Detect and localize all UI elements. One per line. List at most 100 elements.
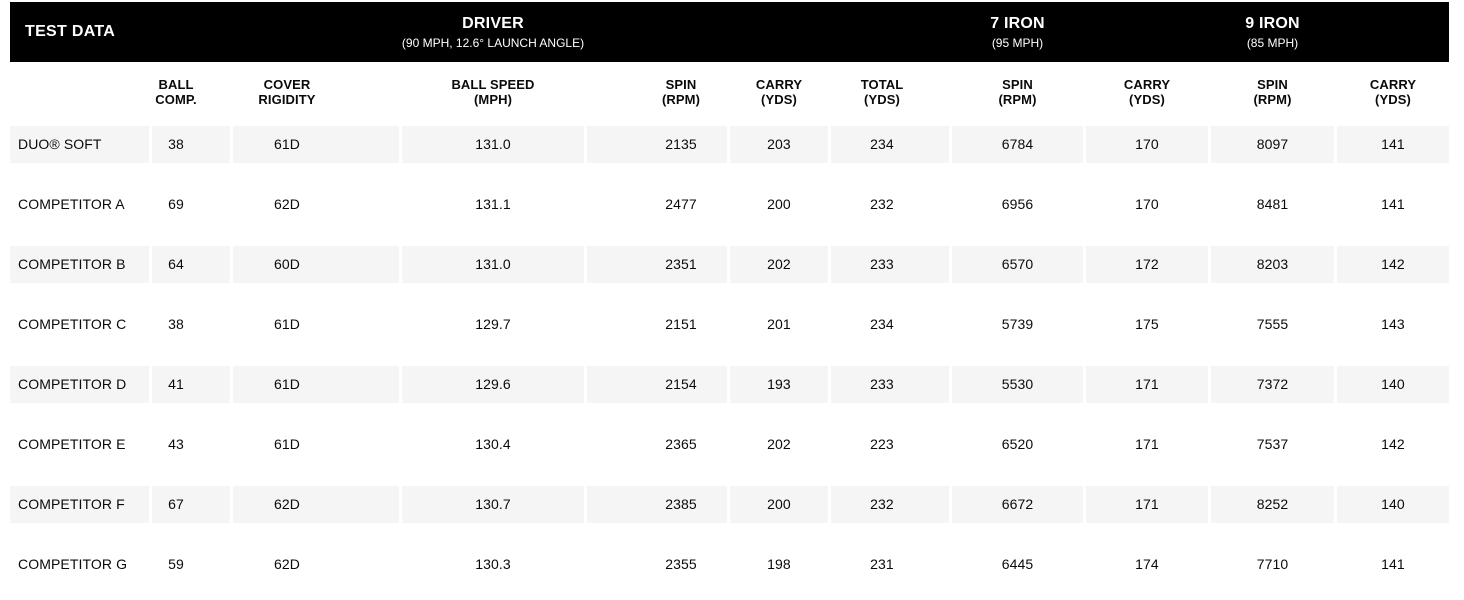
cell-9iron-carry: 142 xyxy=(1381,436,1405,452)
group-header-driver: DRIVER (90 MPH, 12.6° LAUNCH ANGLE) xyxy=(402,15,584,50)
column-header-cover-rigidity: COVER RIGIDITY xyxy=(258,77,316,107)
cell-ball-comp: 64 xyxy=(152,245,230,283)
cell-9iron-carry: 140 xyxy=(1337,485,1449,523)
cell-driver-carry: 202 xyxy=(730,245,828,283)
table-row: COMPETITOR B 64 60D 131.0 2351 202 233 6… xyxy=(10,234,1449,294)
table-row: COMPETITOR E 43 61D 130.4 2365 202 223 6… xyxy=(10,414,1449,474)
table-row: DUO® SOFT 38 61D 131.0 2135 203 234 6784… xyxy=(10,114,1449,174)
cell-cover-rigidity: 61D xyxy=(233,365,399,403)
table-row: COMPETITOR F 67 62D 130.7 2385 200 232 6… xyxy=(10,474,1449,534)
cell-7iron-spin: 6445 xyxy=(1001,556,1034,572)
row-name: COMPETITOR C xyxy=(18,316,127,332)
cell-7iron-carry: 174 xyxy=(1135,556,1159,572)
cell-7iron-carry: 171 xyxy=(1086,365,1208,403)
row-name: DUO® SOFT xyxy=(10,125,149,163)
cell-driver-carry: 202 xyxy=(767,436,791,452)
cell-ball-comp: 67 xyxy=(152,485,230,523)
group-9iron-label: 9 IRON xyxy=(1245,14,1300,32)
column-header-ball-comp: BALL COMP. xyxy=(155,77,197,107)
cell-driver-spin: 2365 xyxy=(665,436,697,452)
cell-driver-carry: 200 xyxy=(767,196,791,212)
cell-cover-rigidity: 62D xyxy=(274,196,300,212)
cell-ball-speed: 130.4 xyxy=(475,436,511,452)
cell-driver-total: 234 xyxy=(831,125,949,163)
group-header-7iron: 7 IRON (95 MPH) xyxy=(990,15,1045,50)
cell-ball-speed: 131.1 xyxy=(475,196,511,212)
cell-ball-comp: 69 xyxy=(168,196,184,212)
cell-ball-comp: 43 xyxy=(168,436,184,452)
column-header-driver-spin: SPIN (RPM) xyxy=(661,77,701,107)
cell-cover-rigidity: 62D xyxy=(233,485,399,523)
cell-ball-speed: 131.0 xyxy=(402,245,584,283)
cell-9iron-carry: 143 xyxy=(1381,316,1405,332)
cell-9iron-carry: 142 xyxy=(1337,245,1449,283)
cell-cover-rigidity: 61D xyxy=(233,125,399,163)
cell-9iron-carry: 141 xyxy=(1337,125,1449,163)
cell-7iron-spin: 6570 xyxy=(952,245,1083,283)
cell-7iron-carry: 170 xyxy=(1086,125,1208,163)
cell-9iron-spin: 8252 xyxy=(1211,485,1334,523)
cell-7iron-carry: 171 xyxy=(1086,485,1208,523)
cell-driver-carry: 200 xyxy=(730,485,828,523)
cell-9iron-spin: 8203 xyxy=(1211,245,1334,283)
cell-driver-total: 232 xyxy=(870,196,894,212)
cell-ball-speed: 131.0 xyxy=(402,125,584,163)
table-row: COMPETITOR A 69 62D 131.1 2477 200 232 6… xyxy=(10,174,1449,234)
cell-driver-carry: 193 xyxy=(730,365,828,403)
cell-9iron-spin: 7537 xyxy=(1256,436,1289,452)
cell-driver-total: 233 xyxy=(831,365,949,403)
cell-driver-spin: 2385 xyxy=(587,485,727,523)
cell-9iron-carry: 140 xyxy=(1337,365,1449,403)
cell-driver-spin: 2154 xyxy=(587,365,727,403)
cell-9iron-carry: 141 xyxy=(1381,556,1405,572)
cell-7iron-spin: 6956 xyxy=(1001,196,1034,212)
cell-cover-rigidity: 61D xyxy=(274,316,300,332)
column-header-9iron-spin: SPIN (RPM) xyxy=(1253,77,1292,107)
cell-driver-carry: 201 xyxy=(767,316,791,332)
cell-cover-rigidity: 62D xyxy=(274,556,300,572)
cell-ball-comp: 41 xyxy=(152,365,230,403)
cell-ball-comp: 38 xyxy=(168,316,184,332)
cell-driver-total: 231 xyxy=(870,556,894,572)
cell-9iron-spin: 8097 xyxy=(1211,125,1334,163)
cell-7iron-spin: 6784 xyxy=(952,125,1083,163)
cell-driver-total: 232 xyxy=(831,485,949,523)
column-header-7iron-carry: CARRY (YDS) xyxy=(1123,77,1171,107)
group-7iron-subtitle: (95 MPH) xyxy=(991,35,1044,50)
column-header-9iron-carry: CARRY (YDS) xyxy=(1369,77,1417,107)
group-9iron-subtitle: (85 MPH) xyxy=(1246,35,1299,50)
row-name: COMPETITOR E xyxy=(18,436,126,452)
cell-7iron-spin: 5530 xyxy=(952,365,1083,403)
table-title: TEST DATA xyxy=(25,23,116,40)
column-header-ball-speed: BALL SPEED (MPH) xyxy=(451,77,535,107)
cell-cover-rigidity: 60D xyxy=(233,245,399,283)
cell-ball-speed: 129.6 xyxy=(402,365,584,403)
group-7iron-label: 7 IRON xyxy=(990,14,1045,32)
table-row: COMPETITOR C 38 61D 129.7 2151 201 234 5… xyxy=(10,294,1449,354)
row-name: COMPETITOR D xyxy=(10,365,149,403)
cell-7iron-carry: 170 xyxy=(1135,196,1159,212)
cell-driver-total: 233 xyxy=(831,245,949,283)
group-header-9iron: 9 IRON (85 MPH) xyxy=(1245,15,1300,50)
row-name: COMPETITOR B xyxy=(10,245,149,283)
cell-7iron-carry: 171 xyxy=(1135,436,1159,452)
group-driver-subtitle: (90 MPH, 12.6° LAUNCH ANGLE) xyxy=(401,35,585,50)
table-row: COMPETITOR D 41 61D 129.6 2154 193 233 5… xyxy=(10,354,1449,414)
cell-9iron-carry: 141 xyxy=(1381,196,1405,212)
cell-cover-rigidity: 61D xyxy=(274,436,300,452)
cell-ball-speed: 130.3 xyxy=(475,556,511,572)
cell-ball-speed: 130.7 xyxy=(402,485,584,523)
row-name: COMPETITOR F xyxy=(10,485,149,523)
cell-7iron-spin: 6672 xyxy=(952,485,1083,523)
cell-9iron-spin: 7710 xyxy=(1256,556,1289,572)
cell-driver-carry: 198 xyxy=(767,556,791,572)
cell-9iron-spin: 7555 xyxy=(1256,316,1289,332)
cell-ball-comp: 38 xyxy=(152,125,230,163)
cell-driver-spin: 2355 xyxy=(665,556,697,572)
cell-7iron-carry: 175 xyxy=(1135,316,1159,332)
column-header-7iron-spin: SPIN (RPM) xyxy=(998,77,1037,107)
cell-9iron-spin: 7372 xyxy=(1211,365,1334,403)
group-driver-label: DRIVER xyxy=(462,14,524,32)
cell-driver-total: 234 xyxy=(870,316,894,332)
cell-7iron-carry: 172 xyxy=(1086,245,1208,283)
